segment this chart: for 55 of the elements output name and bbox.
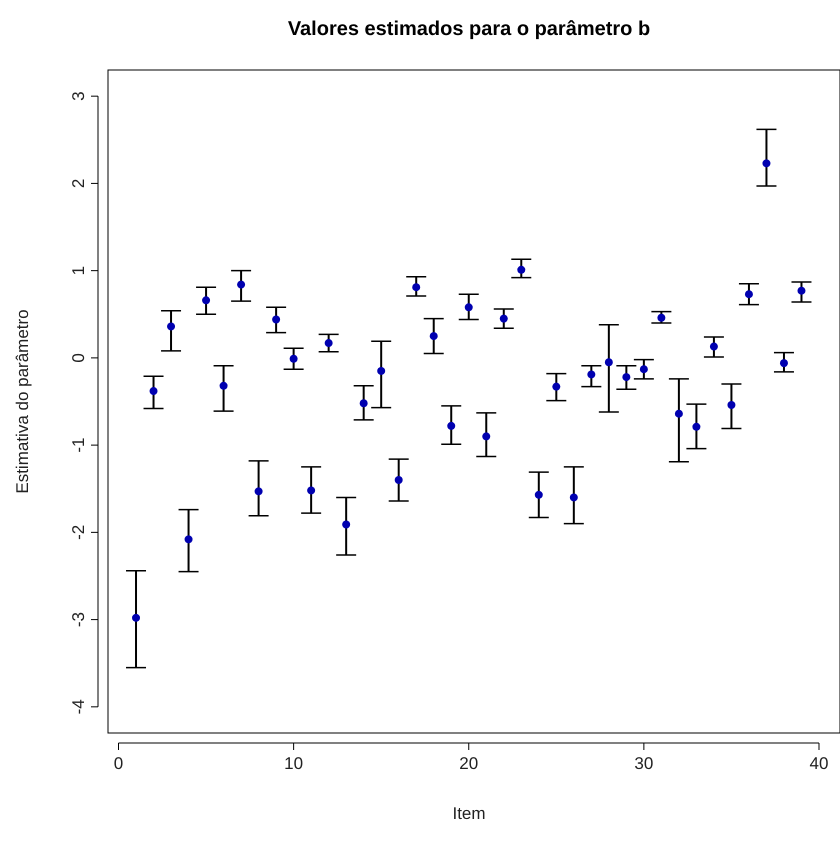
x-tick-label: 20 bbox=[459, 754, 478, 773]
point bbox=[272, 315, 280, 324]
point bbox=[587, 370, 596, 378]
point bbox=[482, 432, 490, 440]
point bbox=[324, 339, 333, 348]
point bbox=[184, 535, 193, 544]
point bbox=[220, 382, 228, 390]
y-tick-label: -2 bbox=[69, 524, 88, 540]
point bbox=[394, 476, 403, 484]
y-tick-label: -1 bbox=[69, 438, 88, 453]
point bbox=[622, 373, 630, 382]
point bbox=[674, 410, 683, 418]
point bbox=[360, 399, 368, 408]
y-axis-title: Estimativa do parâmetro bbox=[13, 309, 32, 494]
point bbox=[254, 487, 263, 496]
point bbox=[727, 400, 736, 409]
point bbox=[237, 280, 246, 289]
point bbox=[570, 493, 578, 502]
point bbox=[342, 520, 350, 529]
point bbox=[710, 342, 718, 351]
y-tick-label: 2 bbox=[69, 178, 88, 188]
y-tick-label: -4 bbox=[69, 699, 88, 714]
point bbox=[150, 387, 158, 396]
point bbox=[377, 366, 386, 375]
point bbox=[534, 490, 543, 499]
x-axis-title: Item bbox=[452, 804, 486, 823]
point bbox=[640, 365, 648, 374]
point bbox=[464, 303, 473, 312]
x-tick-label: 30 bbox=[634, 754, 654, 773]
point bbox=[517, 266, 526, 274]
y-tick-label: -3 bbox=[69, 612, 88, 628]
point bbox=[762, 159, 770, 168]
point bbox=[412, 283, 420, 292]
point bbox=[797, 286, 806, 295]
point bbox=[430, 332, 438, 340]
point bbox=[167, 322, 176, 330]
y-tick-label: 0 bbox=[69, 353, 88, 363]
y-tick-label: 1 bbox=[69, 266, 88, 276]
point bbox=[290, 354, 298, 363]
point bbox=[500, 314, 508, 323]
y-tick-label: 3 bbox=[69, 91, 88, 101]
chart-title: Valores estimados para o parâmetro b bbox=[288, 18, 650, 40]
x-tick-label: 0 bbox=[114, 754, 124, 773]
point bbox=[692, 422, 700, 431]
point bbox=[202, 296, 210, 304]
point bbox=[307, 486, 316, 494]
point bbox=[447, 422, 456, 430]
point bbox=[657, 314, 666, 322]
point bbox=[604, 358, 613, 366]
x-tick-label: 40 bbox=[810, 754, 828, 773]
point bbox=[552, 382, 560, 391]
point bbox=[744, 290, 753, 298]
point bbox=[132, 614, 140, 622]
x-tick-label: 10 bbox=[284, 754, 304, 773]
point bbox=[780, 359, 788, 368]
